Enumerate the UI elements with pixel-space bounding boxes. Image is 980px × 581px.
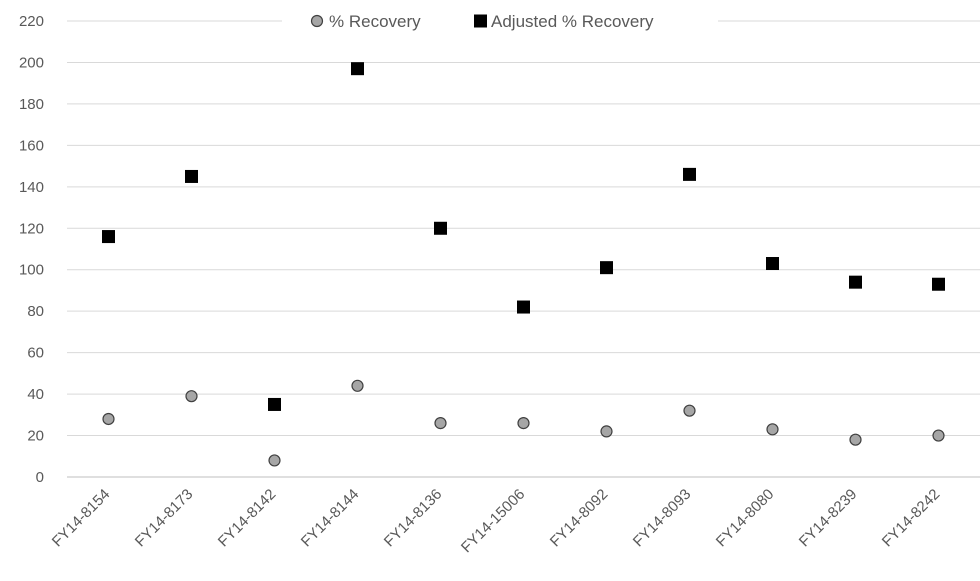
legend-label-recovery: % Recovery — [329, 12, 421, 31]
data-point-square — [683, 167, 696, 181]
gridlines — [67, 20, 980, 478]
legend-circle-icon — [310, 14, 324, 28]
y-tick-label: 80 — [27, 303, 44, 320]
x-tick-label: FY14-8173 — [132, 486, 197, 551]
data-point-square — [600, 261, 613, 275]
legend: % Recovery Adjusted % Recovery — [282, 9, 718, 33]
y-tick-label: 120 — [19, 220, 44, 237]
legend-square-icon — [474, 14, 487, 28]
y-tick-label: 0 — [36, 469, 44, 486]
x-tick-label: FY14-8239 — [796, 486, 861, 551]
data-point-circle — [932, 429, 945, 442]
x-tick-label: FY14-8093 — [630, 486, 695, 551]
x-tick-label: FY14-15006 — [458, 486, 528, 556]
data-point-square — [351, 62, 364, 76]
data-point-circle — [351, 379, 364, 392]
y-tick-label: 200 — [19, 54, 44, 71]
data-point-circle — [683, 404, 696, 417]
data-point-square — [932, 277, 945, 291]
data-point-circle — [434, 417, 447, 430]
data-point-circle — [849, 433, 862, 446]
y-tick-label: 20 — [27, 428, 44, 445]
data-series — [102, 62, 945, 467]
x-tick-label: FY14-8144 — [298, 486, 363, 551]
data-point-circle — [102, 412, 115, 426]
legend-label-adjusted-recovery: Adjusted % Recovery — [491, 12, 654, 31]
legend-background — [282, 9, 718, 33]
data-point-square — [185, 169, 198, 183]
data-point-square — [268, 397, 281, 411]
data-point-circle — [766, 423, 779, 436]
x-tick-label: FY14-8092 — [547, 486, 612, 551]
y-tick-label: 220 — [19, 13, 44, 30]
series-2 — [102, 62, 945, 411]
data-point-circle — [185, 390, 198, 403]
x-tick-label: FY14-8242 — [879, 486, 944, 551]
y-tick-label: 100 — [19, 262, 44, 279]
x-tick-label: FY14-8136 — [381, 486, 446, 551]
data-point-square — [434, 221, 447, 235]
data-point-circle — [517, 417, 530, 430]
x-tick-label: FY14-8142 — [215, 486, 280, 551]
y-tick-label: 180 — [19, 96, 44, 113]
x-tick-label: FY14-8080 — [713, 486, 778, 551]
data-point-circle — [268, 454, 281, 467]
x-axis-tick-labels: FY14-8154 FY14-8173 FY14-8142 FY14-8144 FY14… — [49, 486, 944, 556]
data-point-circle — [600, 425, 613, 438]
x-tick-label: FY14-8154 — [49, 486, 114, 551]
data-point-square — [102, 230, 115, 244]
y-tick-label: 40 — [27, 386, 44, 403]
y-axis-tick-labels: 0 20 40 60 80 100 120 140 160 180 200 220 — [19, 13, 44, 486]
y-tick-label: 60 — [27, 345, 44, 362]
y-tick-label: 140 — [19, 179, 44, 196]
data-point-square — [766, 257, 779, 271]
series-1 — [102, 379, 945, 467]
data-point-square — [517, 300, 530, 314]
data-point-square — [849, 275, 862, 289]
y-tick-label: 160 — [19, 137, 44, 154]
